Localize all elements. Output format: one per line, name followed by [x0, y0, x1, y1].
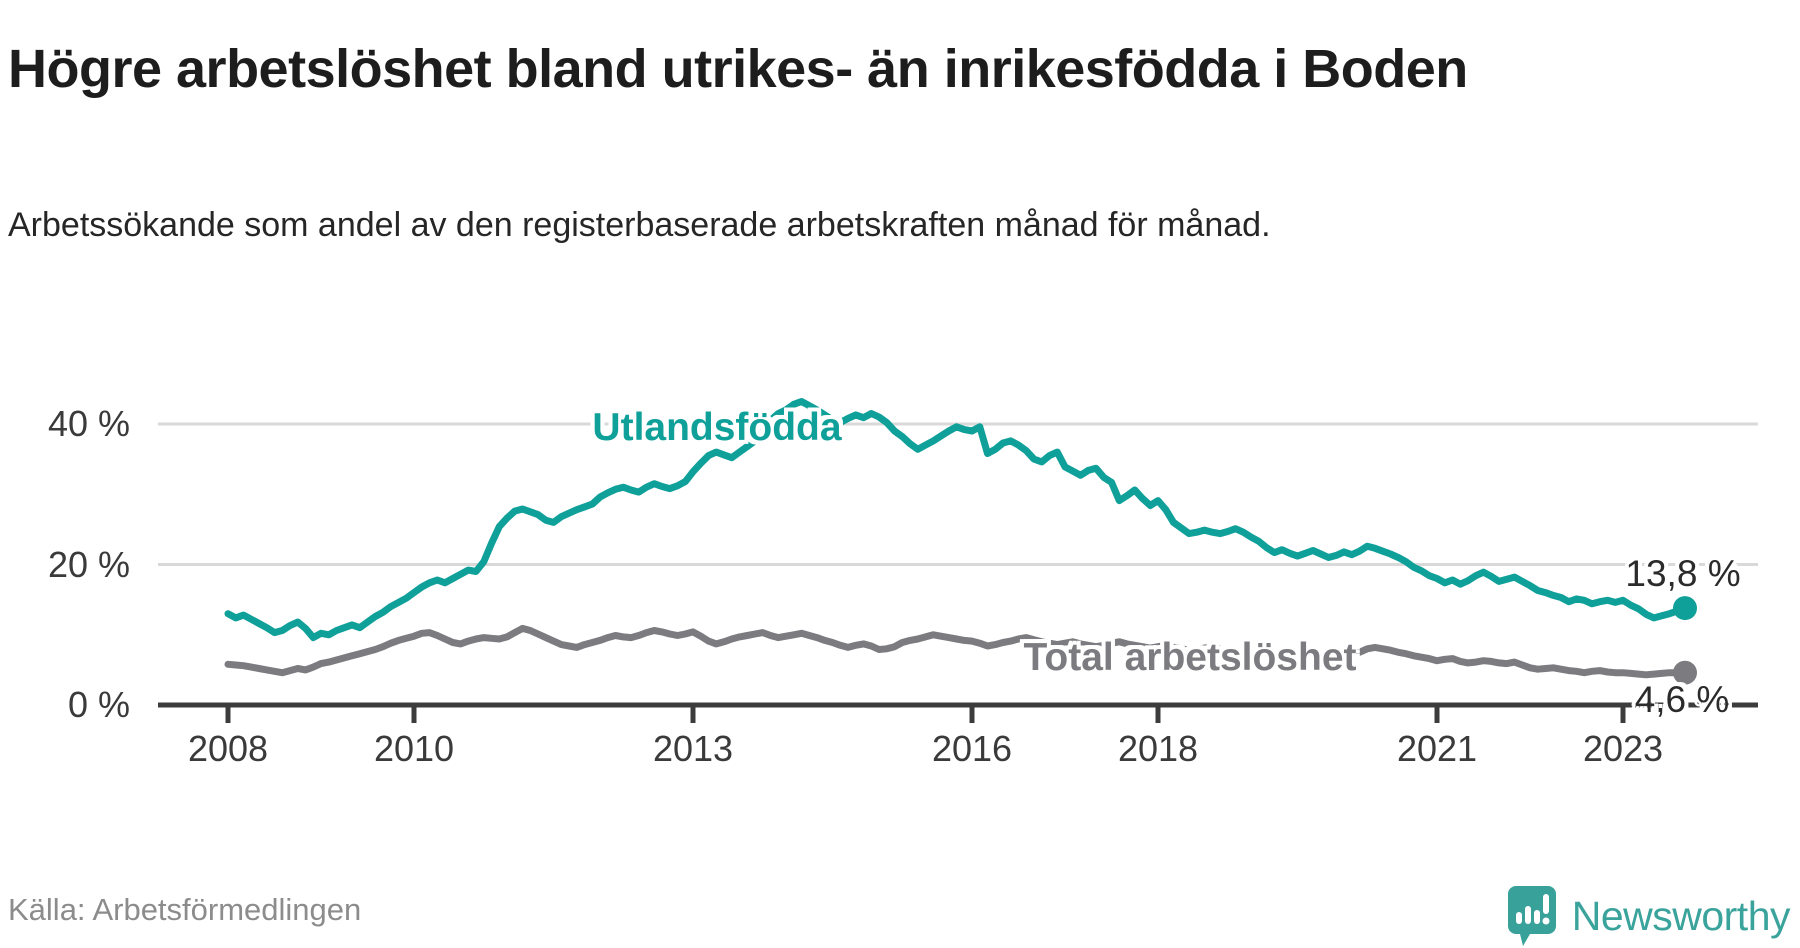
- newsworthy-icon: [1507, 886, 1556, 946]
- newsworthy-logo: Newsworthy: [1506, 884, 1791, 948]
- end-value-utlandsfodda: 13,8 %: [1625, 553, 1741, 594]
- x-tick-2023: 2023: [1582, 728, 1664, 769]
- x-tick-2013: 2013: [652, 728, 734, 769]
- y-tick-40: 40 %: [47, 403, 130, 444]
- x-tick-2021: 2021: [1396, 728, 1478, 769]
- y-tick-0: 0 %: [67, 684, 130, 725]
- newsworthy-wordmark: Newsworthy: [1571, 892, 1791, 939]
- chart-subtitle: Arbetssökande som andel av den registerb…: [8, 206, 1271, 244]
- x-tick-2008: 2008: [187, 728, 269, 769]
- y-tick-20: 20 %: [47, 544, 130, 585]
- end-value-total: 4,6 %: [1634, 679, 1730, 720]
- x-tick-2010: 2010: [373, 728, 455, 769]
- series-label-utlandsfodda: Utlandsfödda: [592, 406, 842, 449]
- page-title: Högre arbetslöshet bland utrikes- än inr…: [8, 39, 1468, 100]
- source-note: Källa: Arbetsförmedlingen: [8, 892, 362, 927]
- series-label-total: Total arbetslöshet: [1023, 636, 1357, 679]
- x-tick-2016: 2016: [931, 728, 1013, 769]
- x-tick-2018: 2018: [1117, 728, 1199, 769]
